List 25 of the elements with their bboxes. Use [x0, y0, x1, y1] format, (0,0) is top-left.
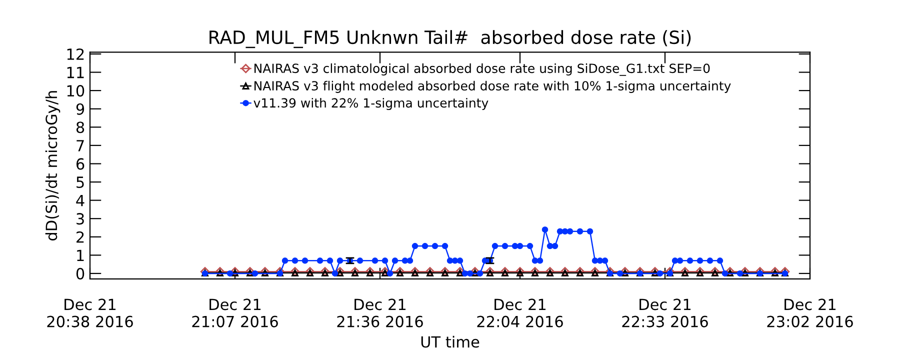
- x-tick-label: Dec 21 20:38 2016: [47, 298, 133, 328]
- y-tick-label: 0: [76, 268, 84, 280]
- legend-label: NAIRAS v3 flight modeled absorbed dose rate with 10% 1-sigma uncertainty: [254, 80, 731, 93]
- y-tick-label: 1: [77, 250, 84, 261]
- y-tick-label: 8: [76, 122, 84, 134]
- y-tick-label: 11: [67, 66, 84, 78]
- y-tick-label: 2: [76, 231, 84, 243]
- y-tick-label: 12: [67, 48, 84, 60]
- x-tick-label: Dec 21 22:33 2016: [622, 298, 708, 328]
- y-axis-title: dD(Si)/dt microGy/h: [45, 91, 60, 240]
- legend-label: v11.39 with 22% 1-sigma uncertainty: [254, 98, 488, 110]
- y-tick-label: 10: [67, 85, 84, 97]
- x-tick-label: Dec 21 23:02 2016: [767, 298, 853, 328]
- x-axis-title: UT time: [421, 336, 480, 348]
- y-tick-label: 9: [76, 103, 84, 115]
- y-tick-label: 6: [76, 158, 84, 170]
- y-tick-label: 5: [76, 176, 84, 188]
- chart-title: RAD_MUL_FM5 Unknwn Tail# absorbed dose rate (Si): [210, 30, 691, 48]
- legend-label: NAIRAS v3 climatological absorbed dose rate using SiDose_G1.txt SEP=0: [254, 63, 710, 76]
- x-tick-label: Dec 21 21:07 2016: [192, 298, 278, 328]
- y-tick-label: 4: [76, 194, 84, 206]
- x-tick-label: Dec 21 22:04 2016: [477, 298, 563, 328]
- y-tick-label: 7: [76, 140, 84, 152]
- x-tick-label: Dec 21 21:36 2016: [337, 298, 423, 328]
- y-tick-label: 3: [76, 213, 84, 225]
